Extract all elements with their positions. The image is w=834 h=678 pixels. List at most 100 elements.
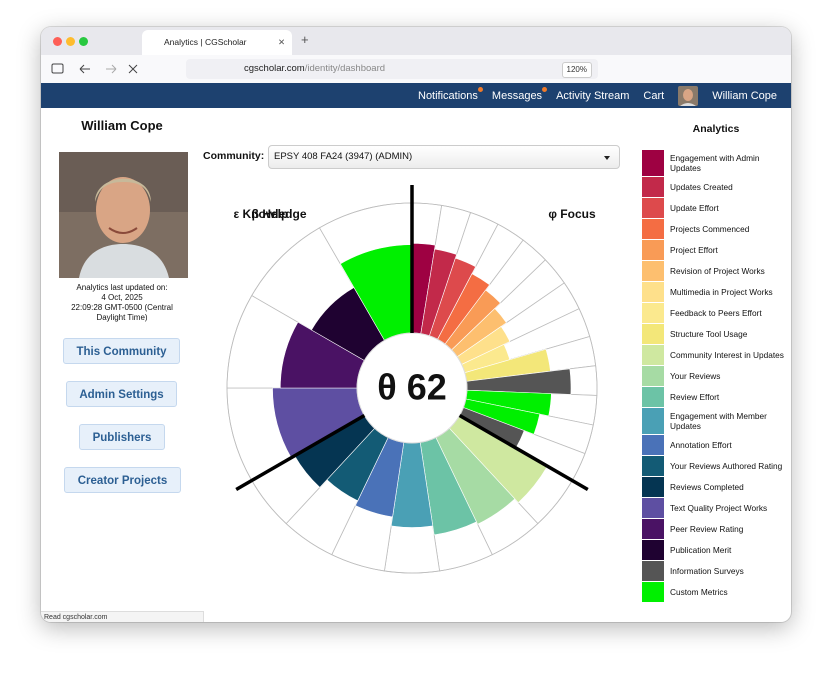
url-host: cgscholar.com [244,63,305,74]
url-path: /identity/dashboard [304,63,386,74]
nav-icons [51,63,138,74]
nav-link[interactable]: Activity Stream [556,90,629,102]
community-select[interactable]: EPSY 408 FA24 (3947) (ADMIN) [268,145,620,169]
legend-swatch [642,219,664,239]
url: cgscholar.com/identity/dashboard [244,59,385,79]
legend-swatch [642,366,664,386]
legend-item: Projects Commenced [642,219,790,239]
legend-swatch [642,324,664,344]
legend: Engagement with Admin Updates Updates Cre… [642,150,790,603]
updated-line: Daylight Time) [96,313,148,322]
legend-item: Engagement with Member Updates [642,408,790,434]
sidebar-button[interactable]: Publishers [79,424,165,450]
selected-community: EPSY 408 FA24 (3947) (ADMIN) [274,151,413,162]
legend-item: Publication Merit [642,540,790,560]
sector-label: ε Knowledge [233,207,306,221]
sector-divider [235,413,366,492]
site-nav: Notifications Messages Activity Stream Cart… [41,83,791,108]
legend-swatch [642,303,664,323]
forward-icon[interactable] [106,64,117,74]
legend-swatch [642,540,664,560]
legend-label: Publication Merit [670,545,732,555]
nav-label: Activity Stream [556,89,630,102]
legend-item: Review Effort [642,387,790,407]
legend-swatch [642,519,664,539]
legend-swatch [642,150,664,176]
zoom-button[interactable] [79,37,88,46]
tab-title: Analytics | CGScholar [164,37,247,47]
user-name: William Cope [81,118,163,133]
new-tab[interactable]: + [301,32,309,47]
legend-item: Text Quality Project Works [642,498,790,518]
legend-item: Reviews Completed [642,477,790,497]
legend-label: Project Effort [670,245,718,255]
url-bar[interactable]: cgscholar.com/identity/dashboard 120% [186,59,598,79]
stop-icon[interactable] [128,64,138,74]
tab-bar: Analytics | CGScholar ✕ + [41,27,791,55]
legend-swatch [642,498,664,518]
tab-close[interactable]: ✕ [278,37,286,47]
updated-line: Analytics last updated on: [76,283,168,292]
profile-photo [59,152,188,278]
sidebar-button[interactable]: Creator Projects [64,467,181,493]
legend-label: Reviews Completed [670,482,744,492]
legend-item: Community Interest in Updates [642,345,790,365]
legend-label: Peer Review Rating [670,524,744,534]
user-menu[interactable]: William Cope [712,89,777,102]
minimize-button[interactable] [66,37,75,46]
nav-link[interactable]: Cart [643,90,664,102]
legend-item: Engagement with Admin Updates [642,150,790,176]
legend-item: Project Effort [642,240,790,260]
legend-label: Custom Metrics [670,587,728,597]
legend-swatch [642,408,664,434]
nav-label: Cart [643,89,665,102]
legend-item: Information Surveys [642,561,790,581]
legend-item: Annotation Effort [642,435,790,455]
legend-label: Feedback to Peers Effort [670,308,762,318]
legend-swatch [642,261,664,281]
updated-line: 4 Oct, 2025 [101,293,143,302]
nav-link[interactable]: Messages [491,86,548,102]
nav-label: Notifications [418,89,478,102]
analytics-updated: Analytics last updated on: 4 Oct, 2025 22:… [57,283,187,323]
zoom-level[interactable]: 120% [561,62,592,78]
user-avatar[interactable] [678,85,699,106]
center-score: θ 62 [377,367,447,408]
legend-swatch [642,387,664,407]
legend-item: Update Effort [642,198,790,218]
sector-divider [458,413,589,492]
legend-swatch [642,477,664,497]
community-label: Community: [203,150,265,162]
caret [604,156,610,160]
legend-item: Your Reviews [642,366,790,386]
legend-item: Revision of Project Works [642,261,790,281]
legend-item: Custom Metrics [642,582,790,602]
status-bar: Read cgscholar.com [41,611,204,622]
legend-label: Revision of Project Works [670,266,765,276]
close-button[interactable] [53,37,62,46]
legend-label: Your Reviews [670,371,721,381]
tab[interactable]: Analytics | CGScholar ✕ [142,30,292,55]
sidebar-icon[interactable] [51,63,64,74]
legend-label: Community Interest in Updates [670,350,784,360]
legend-swatch [642,561,664,581]
sidebar-button[interactable]: Admin Settings [66,381,177,407]
legend-item: Updates Created [642,177,790,197]
updated-line: 22:09:28 GMT-0500 (Central [71,303,173,312]
legend-item: Multimedia in Project Works [642,282,790,302]
sidebar-button[interactable]: This Community [63,338,180,364]
notification-dot [542,86,548,92]
legend-item: Your Reviews Authored Rating [642,456,790,476]
browser-window: Analytics | CGScholar ✕ + cgscholar.com/i… [41,27,791,622]
legend-swatch [642,240,664,260]
legend-label: Your Reviews Authored Rating [670,461,783,471]
legend-label: Structure Tool Usage [670,329,748,339]
nav-label: Messages [491,89,543,102]
legend-swatch [642,456,664,476]
legend-label: Update Effort [670,203,719,213]
back-icon[interactable] [79,64,90,74]
nav-link[interactable]: Notifications [418,86,483,102]
legend-swatch [642,345,664,365]
